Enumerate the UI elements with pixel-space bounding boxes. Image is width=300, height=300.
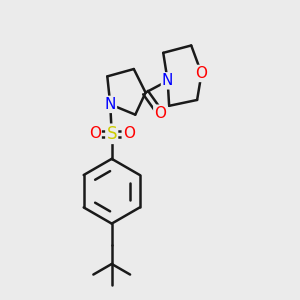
Text: O: O (88, 126, 101, 141)
Text: O: O (123, 126, 135, 141)
Text: S: S (106, 125, 117, 143)
Text: O: O (196, 66, 208, 81)
Text: O: O (154, 106, 166, 121)
Text: N: N (162, 73, 173, 88)
Text: N: N (105, 97, 116, 112)
